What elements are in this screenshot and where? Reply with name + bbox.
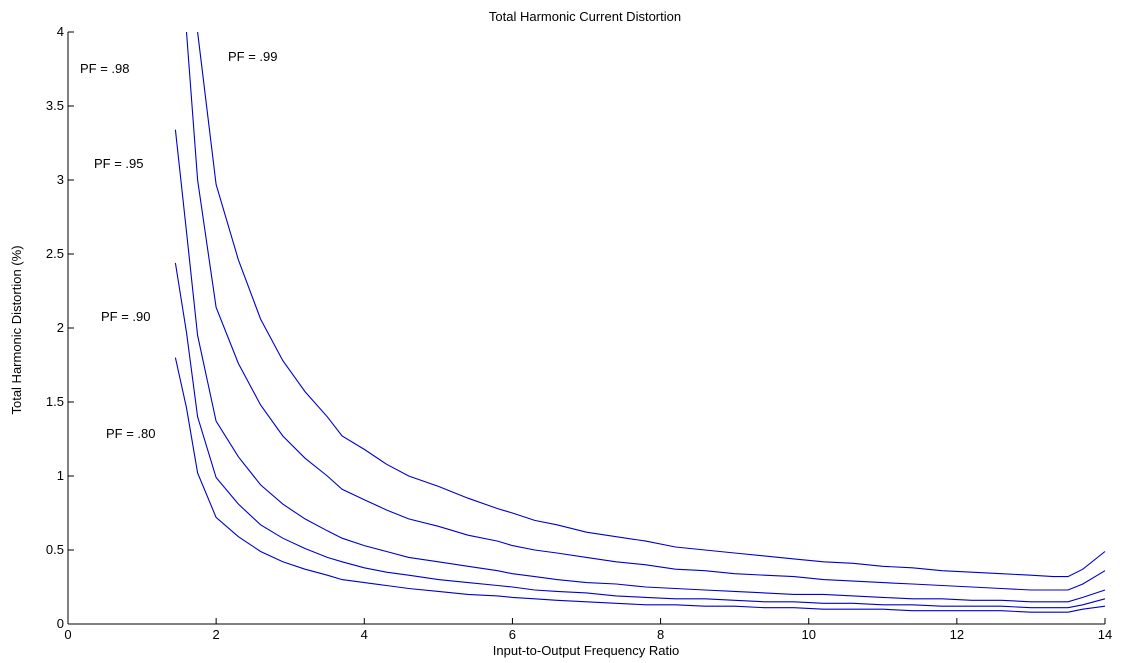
series-label-pf-90: PF = .90 xyxy=(101,309,151,324)
y-tick-label: 1.5 xyxy=(46,394,64,409)
y-axis-label: Total Harmonic Distortion (%) xyxy=(9,245,24,414)
series-line-2 xyxy=(174,129,1106,603)
series-line-0 xyxy=(197,31,1106,578)
series-label-pf-99: PF = .99 xyxy=(228,49,278,64)
series-label-pf-98: PF = .98 xyxy=(80,61,130,76)
y-tick-label: 3 xyxy=(57,172,64,187)
x-tick-label: 4 xyxy=(361,627,368,642)
y-tick-label: 4 xyxy=(57,24,64,39)
y-tick-label: 2.5 xyxy=(46,246,64,261)
y-tick-label: 0 xyxy=(57,616,64,631)
x-axis-label: Input-to-Output Frequency Ratio xyxy=(493,643,679,658)
y-tick-label: 1 xyxy=(57,468,64,483)
plot-area xyxy=(174,31,1106,613)
y-tick-label: 2 xyxy=(57,320,64,335)
series-line-3 xyxy=(174,262,1106,609)
series-label-pf-80: PF = .80 xyxy=(106,426,156,441)
x-tick-label: 12 xyxy=(950,627,964,642)
x-tick-label: 0 xyxy=(64,627,71,642)
series-line-4 xyxy=(174,357,1106,613)
x-tick-label: 6 xyxy=(509,627,516,642)
series-label-pf-95: PF = .95 xyxy=(94,156,144,171)
chart-title: Total Harmonic Current Distortion xyxy=(489,9,681,24)
y-tick-label: 0.5 xyxy=(46,542,64,557)
x-tick-label: 2 xyxy=(213,627,220,642)
y-tick-label: 3.5 xyxy=(46,98,64,113)
series-line-1 xyxy=(185,31,1106,591)
x-tick-label: 8 xyxy=(657,627,664,642)
x-tick-label: 14 xyxy=(1098,627,1112,642)
y-ticks: 0 0.5 1 1.5 2 2.5 3 3.5 4 xyxy=(46,24,74,631)
x-tick-label: 10 xyxy=(801,627,815,642)
x-ticks: 0 2 4 6 8 10 12 14 xyxy=(64,618,1112,642)
